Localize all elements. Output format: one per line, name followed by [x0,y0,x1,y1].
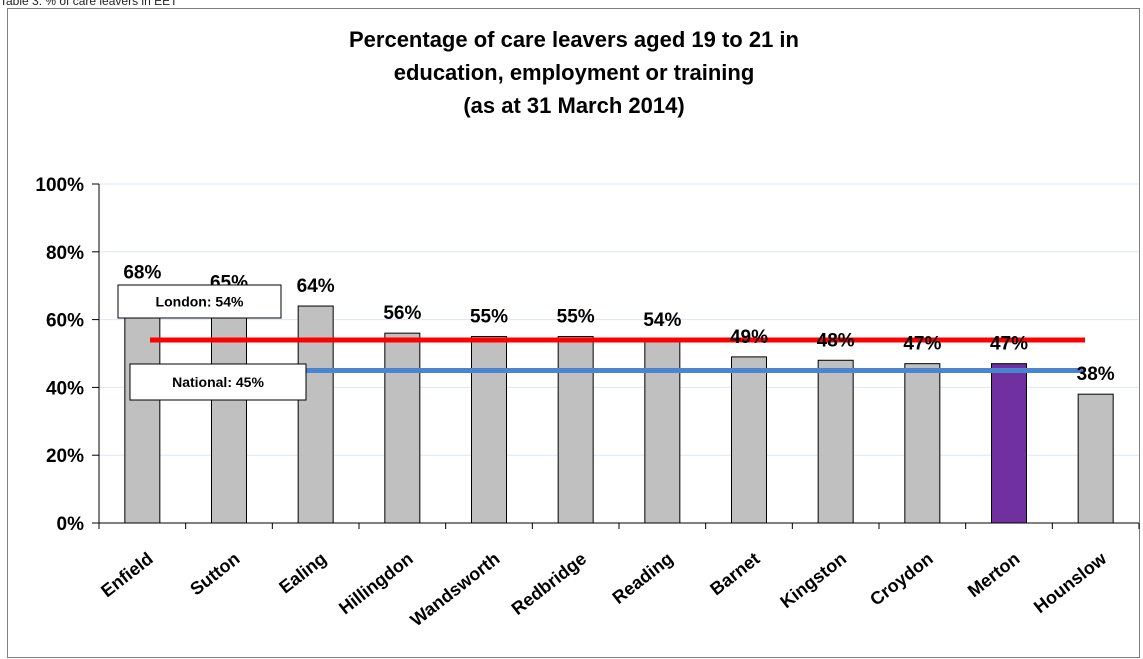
gridlines [99,183,1139,456]
data-label-barnet: 49% [730,327,768,348]
data-label-enfield: 68% [123,262,161,283]
bar-enfield [124,291,161,524]
bar-redbridge [557,336,594,524]
bar-reading [644,339,681,524]
y-tick-label: 40% [46,378,84,399]
category-label-redbridge: Redbridge [508,548,590,619]
bar-hillingdon [384,332,421,524]
y-tick-label: 100% [35,175,84,196]
legend-label-london: London: 54% [156,294,244,310]
y-tick-label: 0% [57,514,85,535]
chart-title: Percentage of care leavers aged 19 to 21… [349,27,799,118]
category-label-barnet: Barnet [706,548,763,599]
category-label-merton: Merton [964,548,1024,601]
bar-hounslow [1077,393,1114,524]
data-label-hounslow: 38% [1077,364,1115,385]
category-label-hounslow: Hounslow [1030,548,1111,617]
bar-chart: Percentage of care leavers aged 19 to 21… [35,27,1140,630]
data-label-croydon: 47% [903,334,941,355]
data-label-merton: 47% [990,334,1028,355]
legend-box-london [117,284,282,319]
category-label-kingston: Kingston [776,548,850,612]
bar-croydon [904,363,941,524]
category-label-wandsworth: Wandsworth [407,548,504,630]
bar-wandsworth [471,336,507,524]
reference-legend: London: 54% National: 45% [117,284,307,401]
y-tick-label: 60% [46,311,84,332]
data-label-hillingdon: 56% [383,303,421,324]
data-label-kingston: 48% [817,330,855,351]
category-label-croydon: Croydon [866,548,937,609]
category-label-hillingdon: Hillingdon [335,548,417,618]
data-label-reading: 54% [643,310,681,331]
bar-merton [991,363,1027,524]
category-label-reading: Reading [609,548,677,607]
bar-kingston [817,359,854,524]
legend-box-national [129,363,307,401]
data-label-wandsworth: 55% [470,307,508,328]
axes: 0% 20% 40% 60% 80% 100% [35,175,1140,535]
category-label-sutton: Sutton [186,548,243,599]
y-tick-label: 80% [46,243,84,264]
chart-title-line: education, employment or training [394,60,755,85]
chart-title-line: Percentage of care leavers aged 19 to 21… [349,27,799,52]
bar-barnet [731,356,767,524]
table-caption: Table 3: % of care leavers in EET [0,0,178,8]
category-label-ealing: Ealing [275,548,330,597]
data-label-ealing: 64% [297,276,335,297]
bar-sutton [211,302,247,524]
data-label-redbridge: 55% [557,307,595,328]
category-label-enfield: Enfield [97,548,157,601]
bars [124,291,1114,524]
legend-label-national: National: 45% [172,374,264,390]
chart-title-line: (as at 31 March 2014) [463,93,684,118]
data-labels: 68% 65% 64%56% 55% 55% 54%49% 48% 47% 47%38% [123,262,1114,385]
chart-frame: Percentage of care leavers aged 19 to 21… [7,8,1140,658]
y-tick-label: 20% [46,446,84,467]
